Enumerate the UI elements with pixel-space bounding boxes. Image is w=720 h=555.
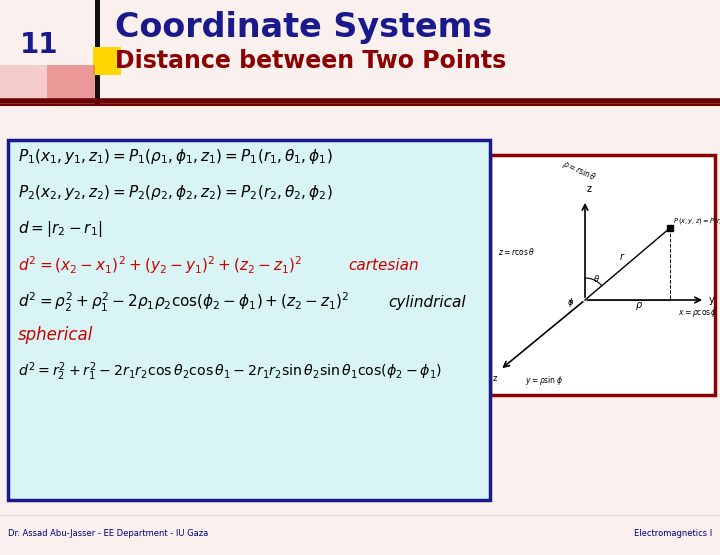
Text: $P\,(x,y,z)=P(r,\theta,\phi)=P(\rho,\phi,z)$: $P\,(x,y,z)=P(r,\theta,\phi)=P(\rho,\phi… — [673, 216, 720, 226]
Text: $y = \rho\sin\phi$: $y = \rho\sin\phi$ — [525, 374, 563, 387]
Bar — [0, 0, 720, 105]
Bar — [95, 0, 100, 105]
Text: y: y — [709, 295, 715, 305]
Text: $x=\rho\cos\phi$: $x=\rho\cos\phi$ — [678, 306, 718, 319]
Text: 11: 11 — [20, 31, 58, 59]
Text: $z = r\cos\theta$: $z = r\cos\theta$ — [498, 246, 535, 257]
FancyBboxPatch shape — [490, 155, 715, 395]
Bar — [0, 65, 47, 103]
Text: $\rho = r\sin\theta$: $\rho = r\sin\theta$ — [560, 157, 598, 184]
Bar — [93, 47, 121, 75]
Text: cylindrical: cylindrical — [388, 295, 466, 310]
Text: $P_2(x_2,y_2,z_2)=P_2(\rho_2,\phi_2,z_2)=P_2(r_2,\theta_2,\phi_2)$: $P_2(x_2,y_2,z_2)=P_2(\rho_2,\phi_2,z_2)… — [18, 184, 333, 203]
Text: $d^2=\rho_2^2+\rho_1^2-2\rho_1\rho_2\cos(\phi_2-\phi_1)+(z_2-z_1)^2$: $d^2=\rho_2^2+\rho_1^2-2\rho_1\rho_2\cos… — [18, 290, 350, 314]
Text: Dr. Assad Abu-Jasser - EE Department - IU Gaza: Dr. Assad Abu-Jasser - EE Department - I… — [8, 528, 208, 537]
Text: $d^2=(x_2-x_1)^2+(y_2-y_1)^2+(z_2-z_1)^2$: $d^2=(x_2-x_1)^2+(y_2-y_1)^2+(z_2-z_1)^2… — [18, 254, 302, 276]
Text: r: r — [619, 252, 624, 262]
Bar — [0, 65, 95, 103]
Text: $P_1(x_1,y_1,z_1)=P_1(\rho_1,\phi_1,z_1)=P_1(r_1,\theta_1,\phi_1)$: $P_1(x_1,y_1,z_1)=P_1(\rho_1,\phi_1,z_1)… — [18, 148, 333, 166]
Text: $d=|r_2-r_1|$: $d=|r_2-r_1|$ — [18, 219, 102, 239]
Text: Electromagnetics I: Electromagnetics I — [634, 528, 712, 537]
Text: $d^2=r_2^2+r_1^2-2r_1r_2\cos\theta_2\cos\theta_1-2r_1r_2\sin\theta_2\sin\theta_1: $d^2=r_2^2+r_1^2-2r_1r_2\cos\theta_2\cos… — [18, 361, 442, 384]
Text: z: z — [492, 374, 498, 383]
Text: cartesian: cartesian — [348, 258, 418, 273]
Text: Coordinate Systems: Coordinate Systems — [115, 11, 492, 43]
Text: $\theta$: $\theta$ — [593, 273, 600, 284]
Text: $\rho$: $\rho$ — [635, 300, 643, 312]
Text: spherical: spherical — [18, 326, 94, 344]
Text: z: z — [587, 184, 592, 194]
FancyBboxPatch shape — [8, 140, 490, 500]
Text: $\phi$: $\phi$ — [567, 296, 575, 309]
Text: Distance between Two Points: Distance between Two Points — [115, 49, 506, 73]
Bar — [0, 109, 720, 525]
